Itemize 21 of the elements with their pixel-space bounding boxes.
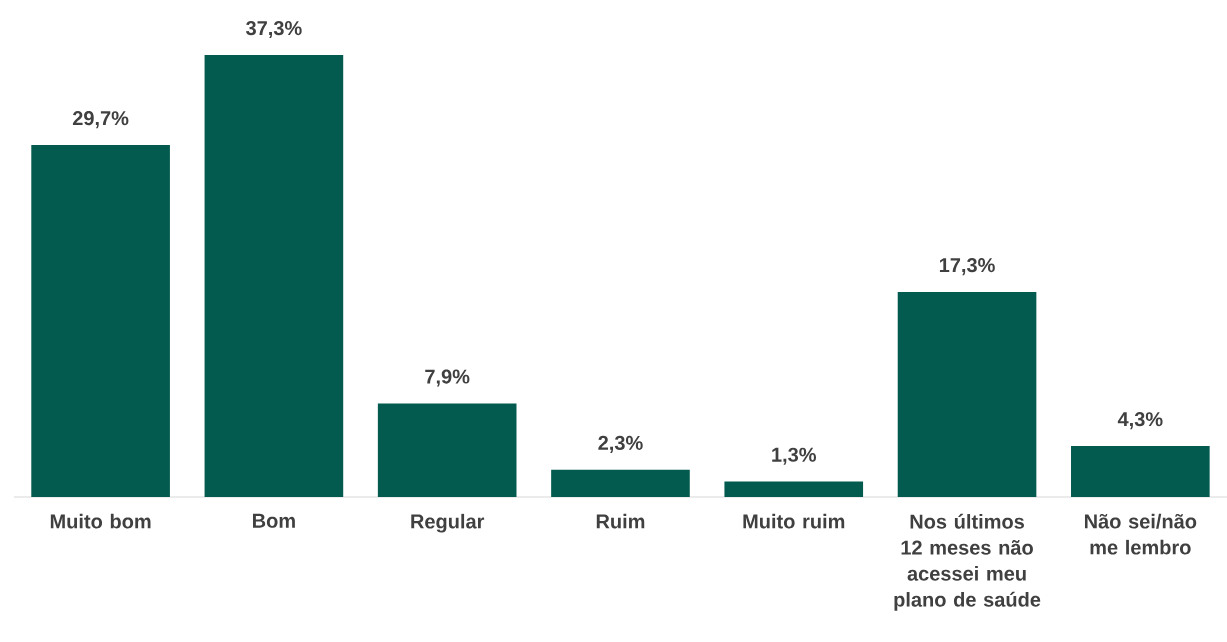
bar [897,291,1037,497]
x-tick-label: Muito ruim [743,513,845,529]
x-tick-label: Bom [253,513,295,528]
x-tick-label: Muito bom [50,513,151,529]
data-label: 7,9% [425,369,470,387]
bar [724,481,864,497]
data-label: 1,3% [772,447,817,465]
data-label: 2,3% [598,435,643,453]
bar [551,469,690,497]
data-label: 29,7% [72,111,129,129]
bar [31,145,170,497]
bar [204,54,344,497]
x-tick-label: Nos últimos 12 meses não acessei meu plano de saúde [894,513,1041,611]
x-tick-label: Regular [411,513,485,533]
data-label: 4,3% [1117,412,1163,430]
bar [377,403,517,497]
x-tick-label: Não sei/não me lembro [1084,513,1197,555]
x-tick-label: Ruim [596,513,645,529]
data-label: 17,3% [939,258,995,276]
bar [1071,446,1210,497]
data-label: 37,3% [245,21,302,39]
